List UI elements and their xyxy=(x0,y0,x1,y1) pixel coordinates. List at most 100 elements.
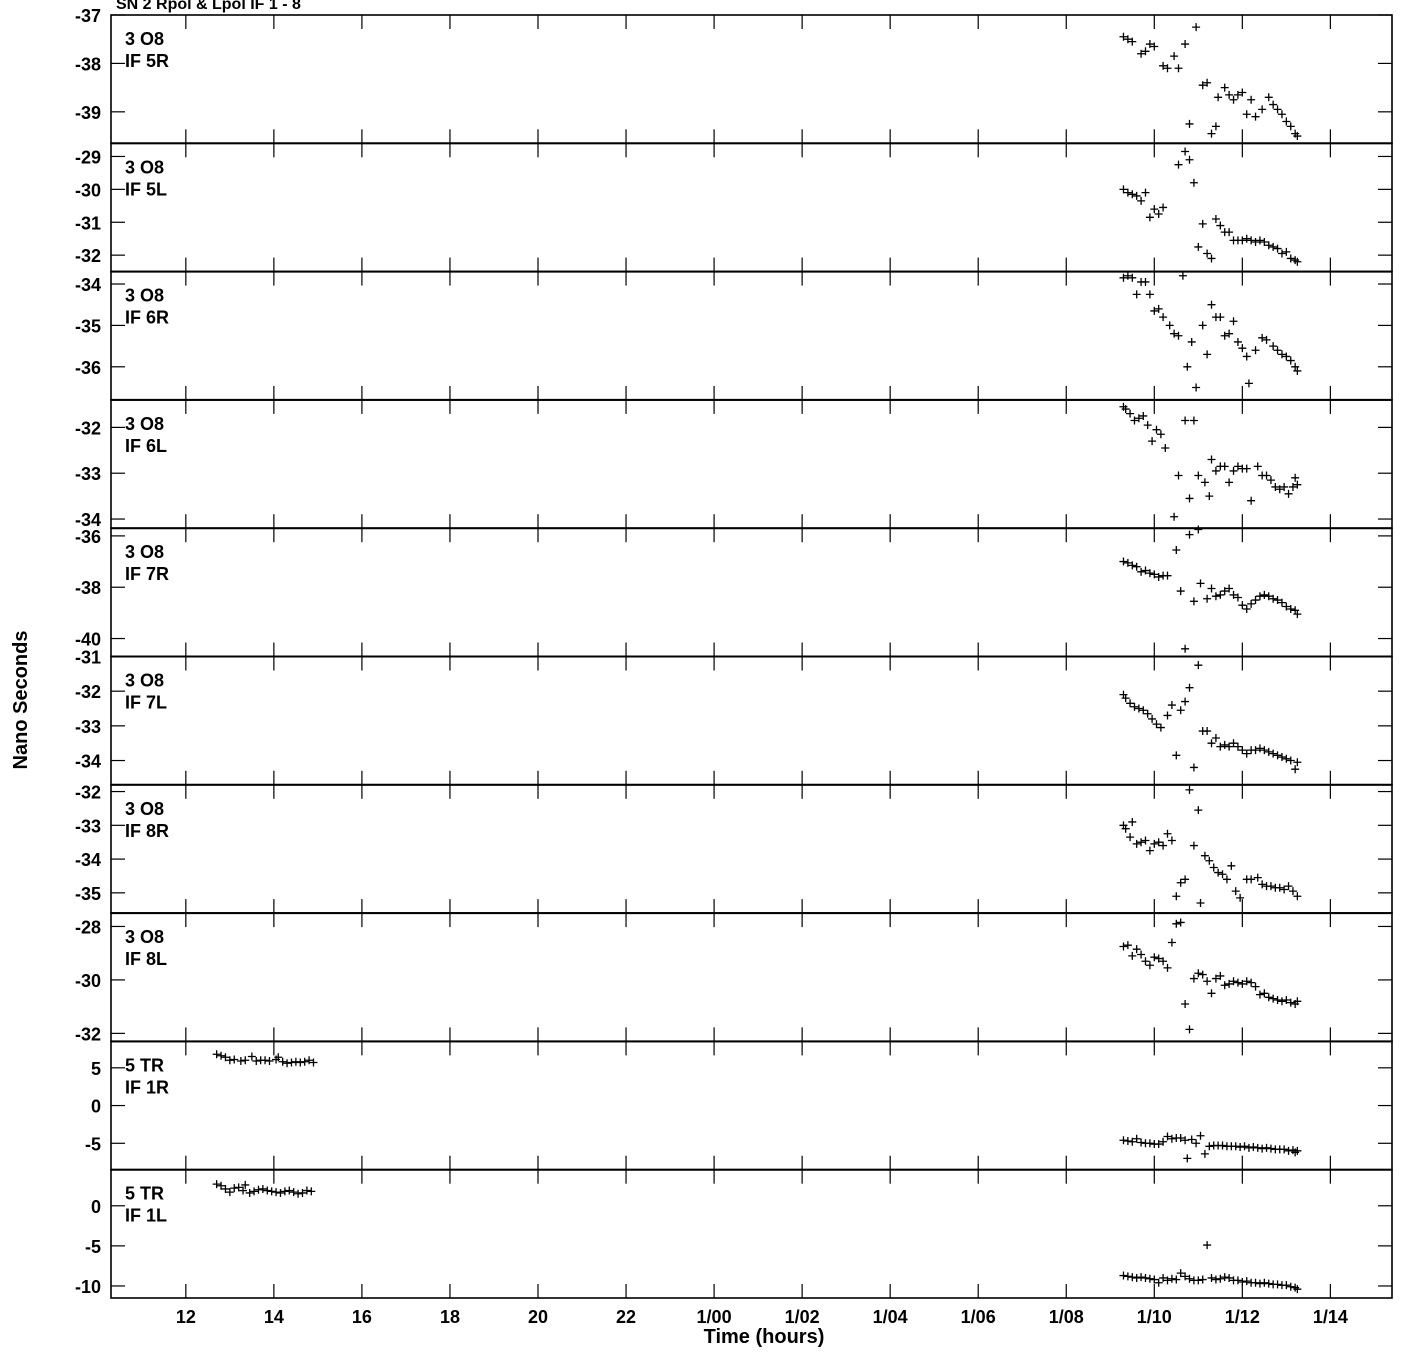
data-point xyxy=(1293,758,1302,767)
y-tick-label: -34 xyxy=(75,752,101,772)
data-point xyxy=(1277,753,1286,762)
data-point xyxy=(1251,346,1260,355)
data-point xyxy=(272,1188,281,1197)
data-point xyxy=(1260,989,1269,998)
data-point xyxy=(1211,733,1220,742)
data-point xyxy=(1233,1276,1242,1285)
data-point xyxy=(1286,756,1295,765)
data-point xyxy=(1293,1285,1302,1294)
data-point xyxy=(1207,1273,1216,1282)
data-point xyxy=(1185,155,1194,164)
x-tick-label: 18 xyxy=(440,1307,460,1327)
data-point xyxy=(1233,90,1242,99)
data-point xyxy=(1196,1131,1205,1140)
data-point xyxy=(1152,425,1161,434)
data-point xyxy=(1273,1280,1282,1289)
data-point xyxy=(1293,480,1302,489)
data-point xyxy=(1218,1141,1227,1150)
data-point xyxy=(1260,237,1269,246)
data-point xyxy=(1137,1273,1146,1282)
panel-label-source: 3 O8 xyxy=(125,414,164,434)
x-tick-label: 12 xyxy=(176,1307,196,1327)
data-point xyxy=(252,1057,261,1066)
y-tick-label: -32 xyxy=(75,1024,101,1044)
data-point xyxy=(241,1180,250,1189)
data-point xyxy=(1258,880,1267,889)
y-tick-label: -36 xyxy=(75,527,101,547)
data-point xyxy=(1225,329,1234,338)
data-point xyxy=(1185,683,1194,692)
data-point xyxy=(1181,697,1190,706)
data-point xyxy=(1181,40,1190,49)
data-point xyxy=(1225,478,1234,487)
data-point xyxy=(241,1056,250,1065)
data-point xyxy=(1150,570,1159,579)
data-point xyxy=(1293,1146,1302,1155)
x-tick-label: 1/10 xyxy=(1137,1307,1172,1327)
data-point xyxy=(1269,994,1278,1003)
data-point xyxy=(1150,205,1159,214)
data-point xyxy=(1189,763,1198,772)
data-point xyxy=(1159,1273,1168,1282)
data-point xyxy=(1203,1241,1212,1250)
y-tick-label: -5 xyxy=(85,1134,101,1154)
data-point xyxy=(1264,241,1273,250)
data-point xyxy=(1260,590,1269,599)
data-point xyxy=(1132,191,1141,200)
panel-frame xyxy=(110,783,1393,914)
data-point xyxy=(1126,699,1135,708)
panel-label-source: 5 TR xyxy=(125,1184,164,1204)
data-point xyxy=(1255,236,1264,245)
data-point xyxy=(1121,694,1130,703)
data-point xyxy=(1185,494,1194,503)
data-point xyxy=(1167,836,1176,845)
data-point xyxy=(1266,882,1275,891)
panel-label-source: 3 O8 xyxy=(125,157,164,177)
data-point xyxy=(1185,119,1194,128)
data-point xyxy=(1189,841,1198,850)
data-point xyxy=(1218,870,1227,879)
data-point xyxy=(1150,306,1159,315)
data-point xyxy=(1174,331,1183,340)
data-point xyxy=(254,1185,263,1194)
data-point xyxy=(1207,584,1216,593)
data-point xyxy=(1262,335,1271,344)
data-point xyxy=(1233,742,1242,751)
data-point xyxy=(1181,999,1190,1008)
data-point xyxy=(1247,496,1256,505)
data-point xyxy=(1159,203,1168,212)
data-point xyxy=(1264,592,1273,601)
y-tick-label: -29 xyxy=(75,147,101,167)
data-point xyxy=(1242,110,1251,119)
data-point xyxy=(1148,714,1157,723)
data-point xyxy=(1174,160,1183,169)
data-point xyxy=(1291,473,1300,482)
data-point xyxy=(278,1057,287,1066)
data-point xyxy=(258,1184,267,1193)
data-point xyxy=(1163,1132,1172,1141)
data-point xyxy=(1132,1134,1141,1143)
data-point xyxy=(1145,1139,1154,1148)
data-point xyxy=(1119,185,1128,194)
y-tick-label: -30 xyxy=(75,180,101,200)
data-point xyxy=(1242,464,1251,473)
data-point xyxy=(247,1052,256,1061)
panel-frame xyxy=(110,14,1393,145)
panel-label-if: IF 7R xyxy=(125,564,169,584)
data-point xyxy=(1286,254,1295,263)
x-tick-label: 1/08 xyxy=(1049,1307,1084,1327)
data-point xyxy=(1123,558,1132,567)
data-point xyxy=(1194,661,1203,670)
data-point xyxy=(1293,132,1302,141)
data-point xyxy=(1198,970,1207,979)
data-point xyxy=(1233,978,1242,987)
data-point xyxy=(1132,945,1141,954)
data-point xyxy=(1266,1144,1275,1153)
y-tick-label: -10 xyxy=(75,1277,101,1297)
data-point xyxy=(1280,482,1289,491)
data-point xyxy=(1220,981,1229,990)
data-point xyxy=(1134,704,1143,713)
